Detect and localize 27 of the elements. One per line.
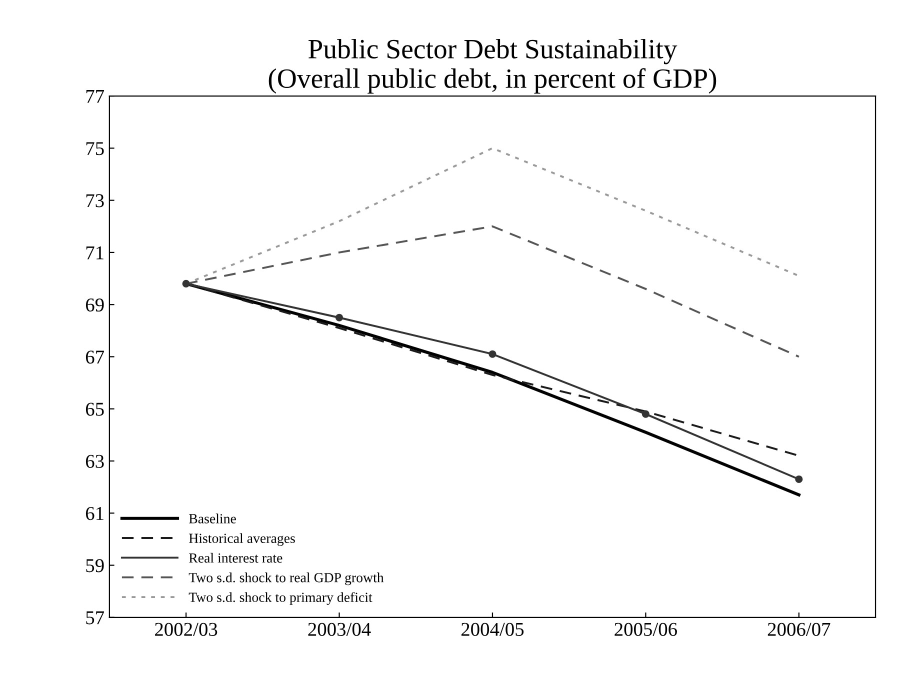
legend-label: Two s.d. shock to real GDP growth (188, 572, 384, 586)
y-tick-label: 63 (86, 454, 104, 468)
legend-label: Real interest rate (189, 552, 282, 563)
y-tick-label: 59 (86, 559, 104, 572)
y-tick-label: 77 (86, 90, 104, 103)
y-tick-label: 75 (86, 142, 104, 156)
x-tick-label: 2003/04 (308, 622, 371, 636)
y-tick-label: 57 (86, 611, 104, 624)
y-tick-label: 71 (86, 246, 104, 260)
x-tick-label: 2005/06 (614, 622, 677, 636)
y-tick-label: 61 (86, 507, 104, 520)
point (182, 280, 190, 288)
chart-title: Public Sector Debt Sustainability (Overall public debt, in percent of GDP) (268, 38, 716, 94)
legend-label: Historical averages (189, 533, 295, 546)
y-tick-label: 67 (86, 350, 104, 364)
x-tick-label: 2006/07 (768, 622, 830, 636)
legend-label: Baseline (189, 514, 236, 524)
x-tick-label: 2002/03 (155, 622, 218, 636)
legend-label: Two s.d. shock to primary deficit (188, 592, 372, 605)
point (795, 475, 803, 484)
y-tick-label: 73 (86, 194, 104, 208)
point (335, 314, 344, 322)
y-tick-label: 65 (86, 402, 104, 416)
point (642, 410, 650, 418)
point (488, 350, 496, 358)
y-tick-label: 69 (86, 298, 104, 312)
x-tick-label: 2004/05 (461, 622, 524, 636)
